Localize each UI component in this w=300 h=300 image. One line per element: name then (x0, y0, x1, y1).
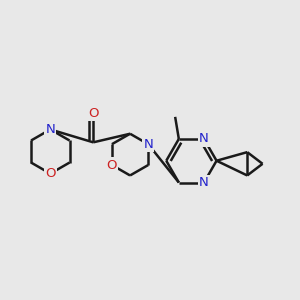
Text: O: O (45, 167, 56, 180)
Text: N: N (199, 133, 209, 146)
Text: N: N (143, 138, 153, 151)
Text: O: O (88, 107, 98, 120)
Text: N: N (45, 123, 55, 136)
Text: O: O (107, 158, 117, 172)
Text: N: N (199, 176, 209, 189)
